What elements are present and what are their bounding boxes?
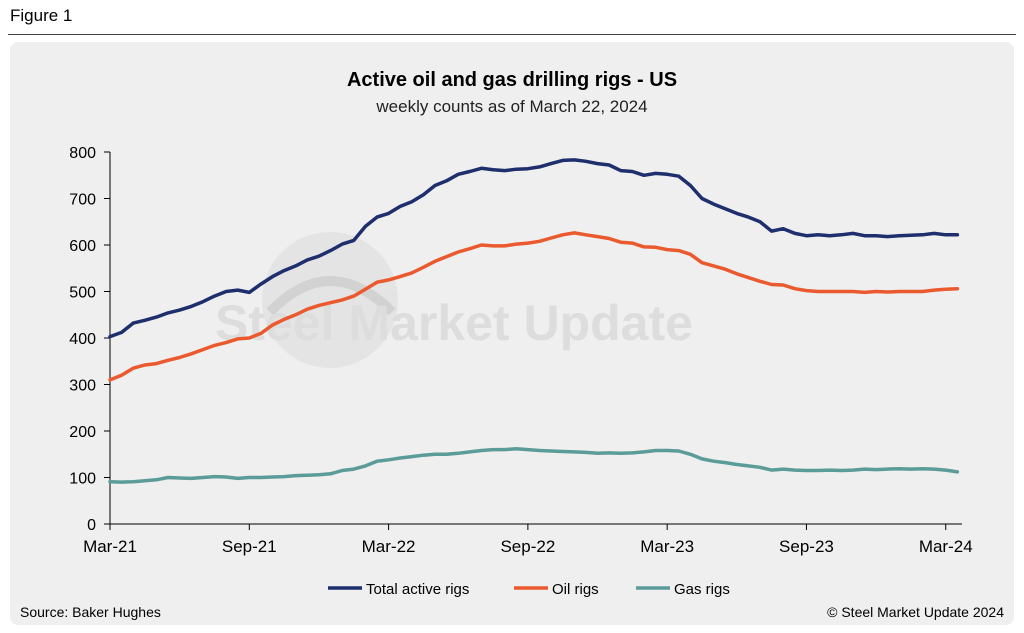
legend-item-gas: Gas rigs xyxy=(636,581,730,598)
y-tick-label: 600 xyxy=(69,238,96,255)
series-layer xyxy=(108,158,960,484)
x-tick-label: Sep-23 xyxy=(779,537,834,556)
source-note: Source: Baker Hughes xyxy=(20,604,161,620)
series-line-oil xyxy=(108,231,960,382)
legend-label-oil: Oil rigs xyxy=(552,581,599,598)
legend-label-total: Total active rigs xyxy=(366,581,469,598)
x-tick-label: Mar-21 xyxy=(83,537,137,556)
y-tick-label: 500 xyxy=(69,285,96,302)
watermark-text: Steel Market Update xyxy=(215,295,693,351)
legend-label-gas: Gas rigs xyxy=(674,581,730,598)
x-tick-label: Mar-24 xyxy=(919,537,973,556)
x-tick-label: Sep-21 xyxy=(222,537,277,556)
figure-rule xyxy=(8,34,1016,35)
copyright-note: © Steel Market Update 2024 xyxy=(827,604,1004,620)
chart-panel xyxy=(10,42,1014,625)
series-line-total xyxy=(108,158,960,339)
x-tick-label: Mar-22 xyxy=(362,537,416,556)
y-tick-label: 800 xyxy=(69,145,96,162)
y-tick-label: 700 xyxy=(69,192,96,209)
y-tick-label: 300 xyxy=(69,378,96,395)
legend-item-total: Total active rigs xyxy=(328,581,469,598)
x-tick-label: Mar-23 xyxy=(640,537,694,556)
y-tick-label: 400 xyxy=(69,331,96,348)
watermark-logo-swoosh xyxy=(266,276,396,316)
y-tick-label: 200 xyxy=(69,424,96,441)
x-tick-label: Sep-22 xyxy=(500,537,555,556)
legend: Total active rigs Oil rigs Gas rigs xyxy=(328,581,730,598)
legend-item-oil: Oil rigs xyxy=(514,581,599,598)
figure-label: Figure 1 xyxy=(10,6,73,25)
y-tick-label: 100 xyxy=(69,471,96,488)
series-line-gas xyxy=(108,446,960,484)
chart-subtitle: weekly counts as of March 22, 2024 xyxy=(375,97,647,116)
chart-title: Active oil and gas drilling rigs - US xyxy=(347,69,677,91)
y-tick-label: 0 xyxy=(87,517,96,534)
